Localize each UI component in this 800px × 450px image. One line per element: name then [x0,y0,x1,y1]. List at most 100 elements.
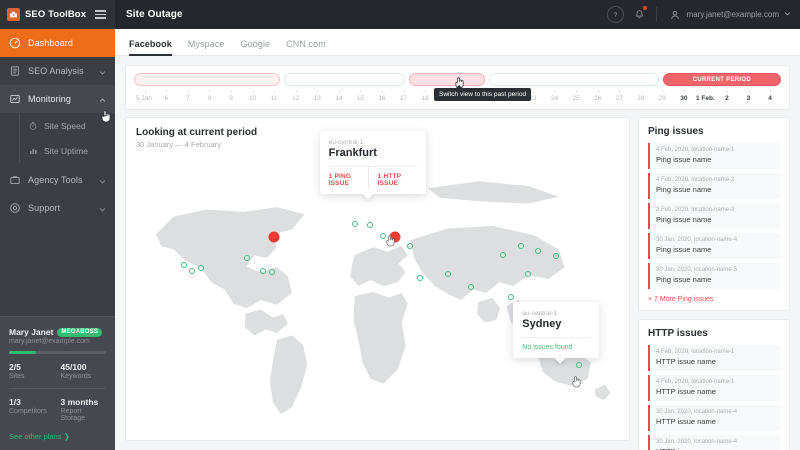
map-marker-ok[interactable] [260,267,267,274]
timeline-tick: 1 Feb. [695,90,717,105]
popup-status-text: No issues found [522,336,591,358]
timeline-tick: 2 [716,90,738,105]
map-marker-ok[interactable] [553,253,560,260]
map-marker-ok[interactable] [366,222,373,229]
popup-stats: 1 PING ISSUE 1 HTTP ISSUE [328,166,417,195]
issue-row[interactable]: 4 Feb, 2020, location-name-1 HTTP issue … [648,345,780,371]
sidebar-item-dashboard[interactable]: Dashboard [0,29,115,57]
world-map[interactable]: eu-central-1 Frankfurt 1 PING ISSUE 1 HT… [126,131,629,440]
sidebar-item-site-speed[interactable]: Site Speed [0,113,115,138]
timeline-tick: 23 [522,90,544,105]
monitoring-submenu: Site Speed Site Uptime [0,113,115,166]
map-marker-ok[interactable] [180,262,187,269]
map-marker-ok[interactable] [243,254,250,261]
timeline-tick: 6 [156,90,178,105]
sidebar-item-monitoring[interactable]: Monitoring [0,85,115,113]
notification-dot [642,6,647,10]
sidebar-nav: Dashboard SEO Analysis Monitoring [0,29,115,222]
map-marker-ok[interactable] [268,269,275,276]
help-button[interactable]: ? [606,6,624,23]
issues-column: Ping issues 4 Feb, 2020, location-name-1… [638,117,790,450]
map-marker-ok[interactable] [417,275,424,282]
timeline-segment-current[interactable]: CURRENT PERIOD [662,73,781,86]
issue-row[interactable]: 2 Feb, 2020, location-name-3 Ping issue … [648,203,780,229]
map-marker-ok[interactable] [189,267,196,274]
sidebar-item-label: Dashboard [28,38,73,48]
issue-meta: 4 Feb, 2020, location-name-1 [656,379,735,385]
timeline-segment-1[interactable] [134,73,281,86]
plan-stat: 2/5 Sites [9,362,55,380]
issue-name: HTTP issue name [656,417,716,426]
issue-name: Ping issue name [656,185,712,194]
bell-icon [636,10,644,19]
map-marker-issue[interactable] [268,231,280,243]
issue-row[interactable]: 30 Jan, 2020, location-name-5 Ping issue… [648,263,780,289]
tab-cnn[interactable]: CNN.com [286,39,326,49]
map-marker-ok[interactable] [500,251,507,258]
map-marker-issue[interactable] [389,231,401,243]
map-marker-ok[interactable] [467,284,474,291]
chevron-down-icon [99,205,106,212]
map-marker-ok[interactable] [507,294,514,301]
more-ping-issues-link[interactable]: + 7 More Ping issues [648,296,714,303]
timeline-segment-4[interactable] [489,73,659,86]
issue-row[interactable]: 4 Feb, 2020, location-name-1 Ping issue … [648,143,780,169]
main-area: Site Outage ? mary.janet@example.com Fac… [115,0,800,450]
issue-meta: 30 Jan, 2020, location-name-4 [656,439,738,445]
popup-city: Sydney [522,317,562,330]
sidebar-item-agency-tools[interactable]: Agency Tools [0,166,115,194]
issue-meta: 2 Feb, 2020, location-name-3 [656,207,735,213]
sidebar-item-site-uptime[interactable]: Site Uptime [0,138,115,163]
issue-row[interactable]: 4 Feb, 2020, location-name-1 HTTP issue … [648,375,780,401]
divider [655,7,657,22]
sidebar-item-support[interactable]: Support [0,194,115,222]
issue-name: Ping issue name [656,215,712,224]
map-marker-ok[interactable] [198,265,205,272]
hamburger-icon[interactable] [93,8,108,21]
timeline-segment-2[interactable] [284,73,405,86]
site-tabs: Facebook Myspace Google CNN.com [115,29,800,56]
http-issues-card: HTTP issues 4 Feb, 2020, location-name-1… [638,319,790,450]
issue-row[interactable]: 30 Jan, 2020, location-name-4 HTTP issue… [648,435,780,450]
issue-row[interactable]: 30 Jan, 2020, location-name-4 HTTP issue… [648,405,780,431]
sidebar-item-seo-analysis[interactable]: SEO Analysis [0,57,115,85]
plan-user-email: mary.janet@example.com [9,338,90,345]
chevron-down-icon [99,177,106,184]
map-marker-ok[interactable] [535,248,542,255]
plan-stat-value: 2/5 [9,362,21,372]
user-menu[interactable]: mary.janet@example.com [665,8,791,22]
map-marker-ok[interactable] [517,242,524,249]
plan-stat-label: Keywords [60,373,92,380]
timeline-tick: 9 [220,90,242,105]
issue-name: HTTP issue name [656,357,716,366]
see-other-plans-link[interactable]: See other plans ❯ [9,432,70,441]
timeline-tick: 26 [587,90,609,105]
chevron-down-icon [99,68,106,75]
notifications-button[interactable] [632,6,648,23]
issue-name: Ping issue name [656,155,712,164]
sub-item-label: Site Uptime [44,145,88,156]
location-popup-frankfurt[interactable]: eu-central-1 Frankfurt 1 PING ISSUE 1 HT… [319,131,426,200]
location-popup-sydney[interactable]: au-central-1 Sydney No issues found [513,301,600,364]
tab-facebook[interactable]: Facebook [129,39,172,56]
timeline-segment-3[interactable] [408,73,486,86]
issue-row[interactable]: 4 Feb, 2020, location-name-2 Ping issue … [648,173,780,199]
map-marker-ok[interactable] [525,270,532,277]
issue-meta: 30 Jan, 2020, location-name-5 [656,267,738,273]
issue-row[interactable]: 30 Jan, 2020, location-name-4 Ping issue… [648,233,780,259]
tab-google[interactable]: Google [240,39,271,49]
map-marker-ok[interactable] [407,242,414,249]
map-marker-ok[interactable] [351,220,358,227]
chevron-down-icon [784,10,791,19]
map-card: Looking at current period 30 January — 4… [125,117,630,441]
plan-progress-bar [9,351,106,354]
toolbox-icon [7,8,20,21]
map-marker-ok[interactable] [444,270,451,277]
map-marker-ok[interactable] [575,362,582,369]
plan-user-row: Mary Janet MEGABOSS [9,327,106,337]
svg-text:?: ? [613,12,617,19]
timeline-tick: 24 [544,90,566,105]
tab-myspace[interactable]: Myspace [187,39,225,49]
map-marker-ok[interactable] [379,232,386,239]
issue-meta: 30 Jan, 2020, location-name-4 [656,409,738,415]
